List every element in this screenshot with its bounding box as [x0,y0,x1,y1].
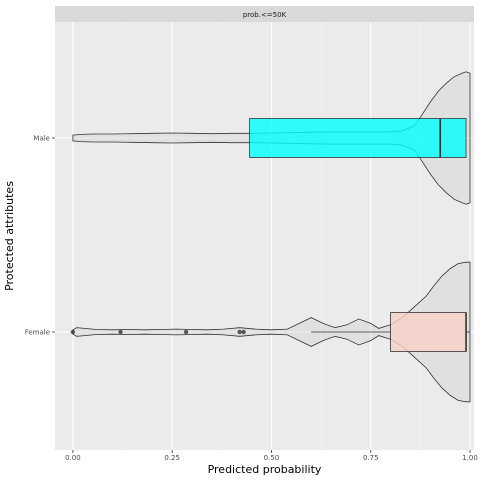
x-tick-label: 0.25 [164,454,180,462]
outlier-point-female [118,329,123,335]
violin-female [72,261,471,403]
y-tick-label: Female [25,329,50,337]
x-tick-label: 0.75 [363,454,379,462]
y-tick-label: Male [33,135,50,143]
box-female [390,312,467,352]
y-axis-title: Protected attributes [3,181,16,291]
outlier-point-female [237,329,242,335]
outlier-point-female [183,329,189,335]
x-axis-title: Predicted probability [208,463,322,476]
x-tick-label: 0.00 [65,454,81,462]
box-male [249,118,467,158]
violin-marks [70,71,471,403]
facet-strip [55,6,474,22]
axes: 0.00 0.25 0.50 0.75 1.00 Male Female [25,135,478,463]
outlier-point-female [241,329,246,335]
panel-background [55,22,474,450]
facet-strip-label: prob.<=50K [243,11,287,19]
outlier-point-female [70,329,76,335]
x-tick-label: 0.50 [264,454,280,462]
x-tick-label: 1.00 [462,454,478,462]
